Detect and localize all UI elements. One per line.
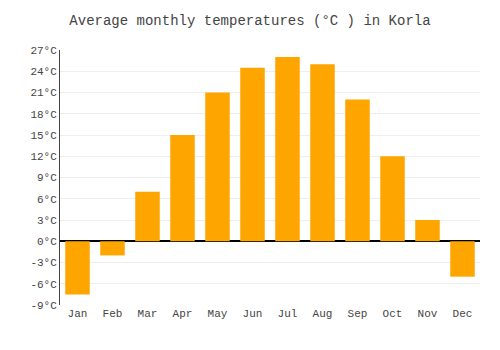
svg-text:0°C: 0°C [37, 236, 57, 248]
svg-text:May: May [208, 308, 228, 320]
svg-text:Apr: Apr [173, 308, 193, 320]
svg-text:3°C: 3°C [37, 215, 57, 227]
svg-text:-9°C: -9°C [30, 300, 57, 312]
svg-text:9°C: 9°C [37, 172, 57, 184]
svg-text:Jun: Jun [243, 308, 263, 320]
svg-text:Feb: Feb [103, 308, 123, 320]
svg-text:Oct: Oct [383, 308, 403, 320]
svg-text:6°C: 6°C [37, 194, 57, 206]
svg-text:Mar: Mar [138, 308, 158, 320]
svg-text:12°C: 12°C [30, 151, 57, 163]
svg-text:Jul: Jul [278, 308, 298, 320]
svg-text:Sep: Sep [348, 308, 368, 320]
svg-text:Nov: Nov [418, 308, 438, 320]
svg-text:27°C: 27°C [30, 45, 57, 57]
svg-text:24°C: 24°C [30, 66, 57, 78]
svg-text:Jan: Jan [68, 308, 88, 320]
svg-text:Aug: Aug [313, 308, 333, 320]
svg-text:-3°C: -3°C [30, 257, 57, 269]
svg-text:15°C: 15°C [30, 130, 57, 142]
svg-text:-6°C: -6°C [30, 279, 57, 291]
svg-text:Dec: Dec [453, 308, 473, 320]
svg-text:18°C: 18°C [30, 109, 57, 121]
svg-text:Average monthly temperatures (: Average monthly temperatures (°C ) in Ko… [69, 13, 430, 29]
svg-text:21°C: 21°C [30, 87, 57, 99]
